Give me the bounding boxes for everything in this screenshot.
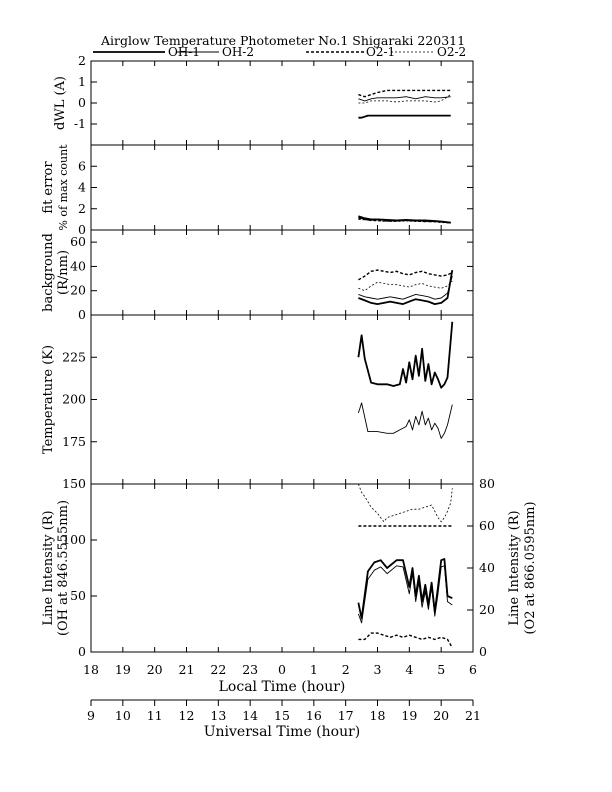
y-tick-label: 225 (62, 349, 86, 364)
panel-dwl: -1 0 1 2 dWL (A) (53, 53, 474, 146)
y2-tick-label: 40 (479, 560, 495, 575)
y-tick-label: 2 (78, 201, 86, 216)
y-tick-label: 6 (78, 158, 86, 173)
series-o2-2-background (358, 280, 453, 292)
series-oh-1-background (358, 269, 454, 306)
ut-tick-label: 20 (433, 708, 449, 723)
series-oh-2-background (358, 275, 453, 300)
figure-title: Airglow Temperature Photometer No.1 Shig… (100, 33, 465, 48)
y-tick-label: 20 (70, 283, 86, 298)
local-tick-label: 21 (179, 662, 195, 677)
y2-axis-label: Line Intensity (R) (507, 510, 522, 625)
local-time-label: Local Time (hour) (219, 679, 346, 695)
series-o2-1-background (358, 269, 453, 281)
local-tick-label: 2 (342, 662, 350, 677)
legend: OH-1 OH-2 O2-1 O2-2 (93, 45, 466, 59)
panel-frame (90, 144, 474, 231)
local-tick-label: 18 (83, 662, 99, 677)
local-tick-label: 6 (469, 662, 477, 677)
y-tick-label: 0 (78, 307, 86, 322)
y-tick-label: 150 (62, 476, 86, 491)
legend-label-o2-2: O2-2 (437, 45, 466, 59)
series-oh-2-dwl (358, 96, 451, 102)
y-axis-label: background (41, 233, 56, 312)
y-axis-label-line2: (R/nm) (56, 250, 71, 295)
y-tick-label: 0 (78, 95, 86, 110)
y-tick-label: -1 (74, 116, 86, 131)
ut-tick-label: 19 (401, 708, 417, 723)
local-tick-label: 23 (242, 662, 258, 677)
ut-tick-label: 12 (179, 708, 195, 723)
ut-tick-label: 14 (242, 708, 258, 723)
panel-background: 0 20 40 60 background (R/nm) (41, 229, 474, 322)
y-axis-label-line2: (OH at 846.5555nm) (56, 500, 71, 636)
ut-tick-label: 15 (274, 708, 290, 723)
y-tick-label: 60 (70, 234, 86, 249)
x-axes: Local Time (hour) Universal Time (hour) … (83, 662, 481, 740)
panel-frame (90, 314, 474, 485)
y-tick-label: 50 (70, 588, 86, 603)
y-tick-label: 2 (78, 53, 86, 68)
series-oh-2-line-intensity (357, 565, 453, 624)
series-oh-2-temperature (357, 402, 453, 439)
ut-tick-label: 21 (465, 708, 481, 723)
local-tick-label: 0 (278, 662, 286, 677)
ut-tick-label: 10 (115, 708, 131, 723)
panel-frame (90, 60, 474, 146)
y-tick-label: 0 (78, 222, 86, 237)
ut-tick-label: 11 (147, 708, 163, 723)
y-tick-label: 4 (78, 180, 86, 195)
local-tick-label: 19 (115, 662, 131, 677)
y2-tick-label: 0 (479, 644, 487, 659)
ut-tick-label: 17 (338, 708, 354, 723)
ut-tick-label: 13 (210, 708, 226, 723)
y-axis-label-line2: % of max count (57, 144, 70, 231)
y2-tick-label: 20 (479, 602, 495, 617)
series-o2-1-dwl (358, 89, 451, 98)
ut-tick-label: 18 (370, 708, 386, 723)
y2-axis-label-line2: (O2 at 866.0595nm) (523, 501, 538, 634)
legend-label-o2-1: O2-1 (366, 45, 395, 59)
y-axis-label: Temperature (K) (41, 345, 56, 454)
y-axis-label: Line Intensity (R) (41, 510, 56, 625)
universal-time-label: Universal Time (hour) (204, 724, 361, 740)
y-tick-label: 100 (62, 532, 86, 547)
local-tick-label: 20 (147, 662, 163, 677)
series-o2-1-line-intensity (358, 632, 453, 649)
panel-temperature: 175 200 225 Temperature (K) (41, 314, 474, 485)
local-tick-label: 5 (437, 662, 445, 677)
local-tick-label: 4 (405, 662, 413, 677)
series-oh-1-dwl (358, 114, 451, 119)
series-o2-2-line-intensity (358, 483, 453, 523)
ut-tick-label: 16 (306, 708, 322, 723)
local-tick-label: 3 (374, 662, 382, 677)
y2-tick-label: 80 (479, 476, 495, 491)
ut-tick-label: 9 (87, 708, 95, 723)
y-tick-label: 1 (78, 74, 86, 89)
y-axis-label: fit error (41, 161, 56, 214)
y-tick-label: 175 (62, 434, 86, 449)
local-tick-label: 22 (210, 662, 226, 677)
local-tick-label: 1 (310, 662, 318, 677)
y-tick-label: 40 (70, 258, 86, 273)
panel-fit-error: 0 2 4 6 fit error% of max count (41, 144, 474, 237)
legend-label-oh-2: OH-2 (222, 45, 254, 59)
series-o2-1-fit-error (358, 217, 451, 224)
series-o2-2-fit-error (358, 219, 451, 224)
series-oh-1-temperature (357, 321, 454, 389)
series-oh-1-line-intensity (357, 558, 453, 620)
y-tick-label: 200 (62, 392, 86, 407)
y-axis-label: dWL (A) (53, 76, 68, 130)
y-tick-label: 0 (78, 644, 86, 659)
y2-tick-label: 60 (479, 518, 495, 533)
